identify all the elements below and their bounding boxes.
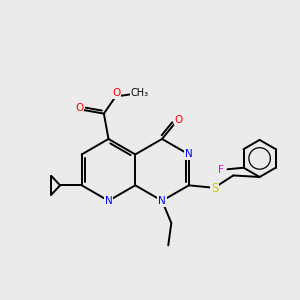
Text: O: O: [75, 103, 83, 113]
Text: N: N: [185, 149, 193, 159]
Text: N: N: [158, 196, 166, 206]
Text: O: O: [175, 115, 183, 124]
Text: S: S: [211, 182, 218, 195]
Text: CH₃: CH₃: [131, 88, 149, 98]
Text: N: N: [105, 196, 112, 206]
Text: F: F: [218, 165, 224, 176]
Text: O: O: [112, 88, 121, 98]
